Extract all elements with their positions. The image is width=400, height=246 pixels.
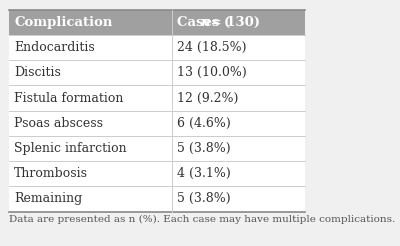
Text: Thrombosis: Thrombosis <box>14 167 88 180</box>
Text: Splenic infarction: Splenic infarction <box>14 142 127 155</box>
Text: 12 (9.2%): 12 (9.2%) <box>177 92 238 105</box>
Text: 6 (4.6%): 6 (4.6%) <box>177 117 230 130</box>
FancyBboxPatch shape <box>10 60 305 86</box>
Text: Data are presented as n (%). Each case may have multiple complications.: Data are presented as n (%). Each case m… <box>10 215 396 224</box>
Text: Complication: Complication <box>14 16 112 29</box>
Text: = 130): = 130) <box>206 16 260 29</box>
Text: Fistula formation: Fistula formation <box>14 92 124 105</box>
Text: Discitis: Discitis <box>14 66 61 79</box>
Text: Remaining: Remaining <box>14 192 82 205</box>
Text: Psoas abscess: Psoas abscess <box>14 117 103 130</box>
Text: 5 (3.8%): 5 (3.8%) <box>177 142 230 155</box>
Text: 24 (18.5%): 24 (18.5%) <box>177 41 246 54</box>
Text: Cases (: Cases ( <box>177 16 230 29</box>
Text: Endocarditis: Endocarditis <box>14 41 95 54</box>
Text: 5 (3.8%): 5 (3.8%) <box>177 192 230 205</box>
FancyBboxPatch shape <box>10 10 305 35</box>
FancyBboxPatch shape <box>10 136 305 161</box>
Text: 4 (3.1%): 4 (3.1%) <box>177 167 230 180</box>
FancyBboxPatch shape <box>10 85 305 111</box>
Text: 13 (10.0%): 13 (10.0%) <box>177 66 246 79</box>
FancyBboxPatch shape <box>10 186 305 212</box>
FancyBboxPatch shape <box>10 35 305 60</box>
FancyBboxPatch shape <box>10 161 305 186</box>
Text: n: n <box>200 16 210 29</box>
FancyBboxPatch shape <box>10 111 305 136</box>
